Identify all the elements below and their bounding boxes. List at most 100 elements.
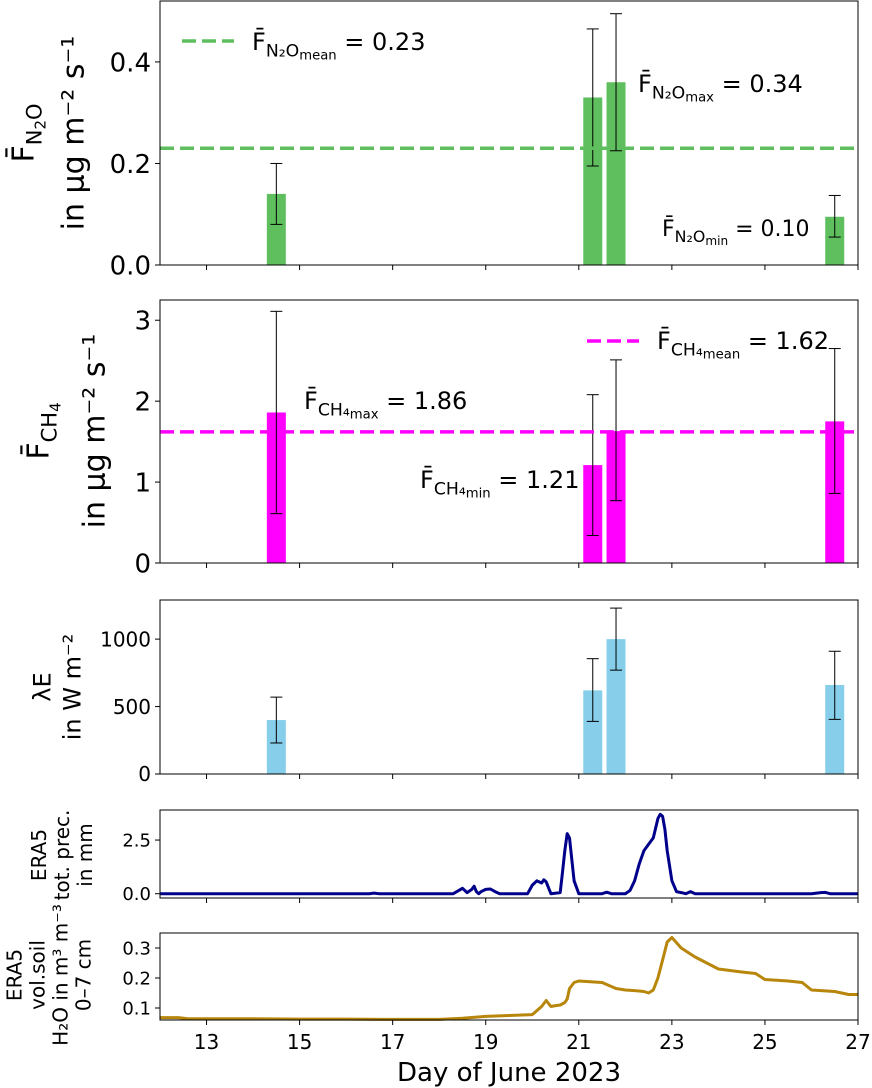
series-line bbox=[160, 812, 858, 896]
label-subscript: N₂O bbox=[652, 84, 685, 104]
legend-n2o: F̄N₂Omean = 0.23 bbox=[182, 27, 425, 64]
ylabel-line: F̄N2O bbox=[5, 103, 49, 162]
label-subscript: N₂O bbox=[675, 227, 706, 246]
annotation-n2o-min: F̄N₂Omin = 0.10 bbox=[662, 216, 810, 248]
y-tick-label: 2.5 bbox=[122, 831, 151, 852]
series-line bbox=[160, 936, 858, 1021]
label-value: = 1.21 bbox=[491, 466, 580, 494]
ylabel-le: λE in W m⁻² bbox=[28, 634, 86, 741]
label-value: = 1.62 bbox=[740, 327, 829, 355]
label-symbol: F̄ bbox=[420, 465, 434, 494]
annotation-ch4-max: F̄CH₄max = 1.86 bbox=[304, 386, 467, 423]
axes-frame bbox=[159, 0, 859, 266]
ylabel-line: in µg m⁻² s⁻¹ bbox=[78, 334, 113, 529]
x-axis-label: Day of June 2023 bbox=[397, 1058, 621, 1088]
label-subscript: CH₄ bbox=[671, 341, 703, 361]
y-tick-label: 0.2 bbox=[110, 150, 151, 180]
ylabel-part: F̄ bbox=[20, 442, 56, 459]
bar bbox=[825, 684, 845, 774]
bar bbox=[583, 97, 603, 265]
y-tick-label: 0.3 bbox=[122, 938, 151, 959]
label-subsubscript: max bbox=[350, 408, 379, 423]
panel-ch4: 0 1 2 3 bbox=[134, 299, 859, 579]
panel-le: 0 500 1000 bbox=[100, 599, 859, 786]
bar bbox=[825, 216, 845, 265]
ylabel-n2o: F̄N2O in µg m⁻² s⁻¹ bbox=[5, 36, 91, 231]
y-tick-label: 1 bbox=[134, 468, 151, 498]
label-symbol: F̄ bbox=[662, 216, 675, 242]
ylabel-soil: ERA5 vol.soil H₂O in m³ m⁻³ 0–7 cm bbox=[3, 904, 96, 1046]
y-tick-label: 0 bbox=[134, 549, 151, 579]
y-tick-label: 2 bbox=[134, 388, 151, 418]
label-symbol: F̄ bbox=[304, 386, 318, 415]
label-symbol: F̄ bbox=[638, 69, 652, 98]
label-value: = 0.23 bbox=[337, 28, 426, 56]
legend-ch4: F̄CH₄mean = 1.62 bbox=[587, 326, 829, 363]
label-subscript: CH₄ bbox=[318, 401, 350, 421]
label-symbol: F̄ bbox=[252, 27, 266, 56]
axes-frame bbox=[159, 299, 859, 564]
label-subsubscript: min bbox=[705, 234, 728, 248]
ylabel-part: F̄ bbox=[5, 145, 41, 162]
y-tick-label: 0.2 bbox=[122, 968, 151, 989]
x-tick-label: 15 bbox=[287, 1030, 312, 1054]
y-tick-label: 0 bbox=[138, 762, 151, 786]
annotation-ch4-min: F̄CH₄min = 1.21 bbox=[420, 465, 579, 502]
label-subsubscript: mean bbox=[703, 348, 740, 363]
ylabel-part: O bbox=[23, 103, 47, 120]
y-tick-label: 3 bbox=[134, 307, 151, 337]
legend-label: F̄N₂Omean = 0.23 bbox=[252, 27, 425, 64]
axes-frame bbox=[159, 809, 859, 899]
x-tick-label: 19 bbox=[473, 1030, 498, 1054]
y-tick-label: 0.0 bbox=[110, 251, 151, 281]
x-tick-label: 23 bbox=[659, 1030, 684, 1054]
label-value: = 0.10 bbox=[728, 217, 809, 242]
label-subsubscript: mean bbox=[299, 49, 336, 64]
x-tick-label: 17 bbox=[380, 1030, 405, 1054]
ylabel-line: tot. prec. bbox=[50, 810, 74, 901]
ylabel-prec: ERA5 tot. prec. in mm bbox=[27, 810, 97, 901]
ylabel-line: in mm bbox=[73, 823, 97, 887]
ylabel-line: λE bbox=[28, 672, 56, 701]
x-tick-label: 13 bbox=[194, 1030, 219, 1054]
label-value: = 0.34 bbox=[714, 70, 803, 98]
label-symbol: F̄ bbox=[657, 326, 671, 355]
y-tick-label: 500 bbox=[113, 695, 151, 719]
ylabel-line: in µg m⁻² s⁻¹ bbox=[57, 36, 92, 231]
label-subsubscript: min bbox=[466, 487, 491, 502]
x-tick-label: 21 bbox=[566, 1030, 591, 1054]
bar bbox=[606, 639, 626, 774]
y-tick-label: 0.1 bbox=[122, 998, 151, 1019]
ylabel-line: in W m⁻² bbox=[58, 634, 86, 741]
ylabel-part: 2 bbox=[32, 120, 50, 130]
ylabel-line: vol.soil bbox=[26, 940, 50, 1010]
y-tick-label: 0.4 bbox=[110, 48, 151, 78]
bar bbox=[606, 82, 626, 265]
label-subsubscript: max bbox=[685, 91, 714, 106]
label-subscript: CH₄ bbox=[434, 480, 466, 500]
ylabel-ch4: F̄CH4 in µg m⁻² s⁻¹ bbox=[20, 334, 112, 529]
panel-soil: 0.1 0.2 0.3 13 15 17 19 21 23 25 27 bbox=[122, 932, 871, 1054]
ylabel-line: F̄CH4 bbox=[20, 402, 64, 459]
label-subscript: N₂O bbox=[266, 42, 299, 62]
y-tick-label: 0.0 bbox=[122, 884, 151, 905]
ylabel-part: CH bbox=[38, 412, 62, 442]
y-tick-label: 1000 bbox=[100, 627, 151, 651]
ylabel-line: 0–7 cm bbox=[72, 939, 96, 1011]
label-value: = 1.86 bbox=[379, 387, 468, 415]
panel-n2o: 0.0 0.2 0.4 bbox=[110, 0, 859, 281]
legend-label: F̄CH₄mean = 1.62 bbox=[657, 326, 829, 363]
x-tick-label: 25 bbox=[752, 1030, 777, 1054]
ylabel-part: N bbox=[23, 130, 47, 146]
ylabel-line: H₂O in m³ m⁻³ bbox=[49, 904, 73, 1046]
panel-prec: 0.0 2.5 bbox=[122, 809, 859, 905]
bar bbox=[266, 193, 286, 265]
bar bbox=[583, 690, 603, 774]
ylabel-part: 4 bbox=[47, 402, 65, 412]
ylabel-line: ERA5 bbox=[27, 829, 51, 881]
x-tick-label: 27 bbox=[845, 1030, 870, 1054]
bar bbox=[266, 720, 286, 774]
axes-frame bbox=[159, 599, 859, 775]
annotation-n2o-max: F̄N₂Omax = 0.34 bbox=[638, 69, 803, 106]
